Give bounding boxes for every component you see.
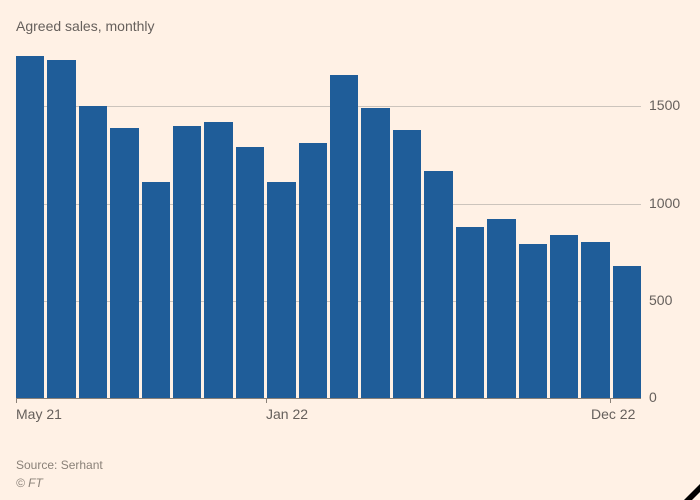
- x-tick: [16, 398, 17, 403]
- bar: [47, 60, 75, 398]
- chart-container: Agreed sales, monthly 0 500 1000 1500 May 2…: [0, 0, 700, 500]
- y-tick-label: 500: [649, 292, 672, 308]
- x-tick-label: Jan 22: [266, 406, 308, 422]
- source-text: Source: Serhant: [16, 458, 103, 472]
- bar: [519, 244, 547, 398]
- plot-area: 0 500 1000 1500 May 21 Jan 22 Dec 22: [16, 48, 684, 428]
- y-tick-label: 0: [649, 389, 657, 405]
- y-tick-label: 1500: [649, 97, 680, 113]
- bar: [142, 182, 170, 398]
- bar: [299, 143, 327, 398]
- y-tick-label: 1000: [649, 195, 680, 211]
- bar: [393, 130, 421, 398]
- copyright-text: © FT: [16, 476, 43, 490]
- bar: [361, 108, 389, 398]
- bar: [550, 235, 578, 398]
- chart-subtitle: Agreed sales, monthly: [16, 18, 155, 34]
- bar: [456, 227, 484, 398]
- bar: [487, 219, 515, 398]
- bar: [173, 126, 201, 398]
- bar: [204, 122, 232, 398]
- bar: [236, 147, 264, 398]
- bar: [330, 75, 358, 398]
- x-tick-label: Dec 22: [591, 406, 635, 422]
- bar: [581, 242, 609, 398]
- bar: [267, 182, 295, 398]
- x-tick: [610, 398, 611, 403]
- bar: [424, 171, 452, 399]
- x-tick: [266, 398, 267, 403]
- bars-group: [16, 48, 641, 398]
- bar: [110, 128, 138, 398]
- ft-corner-icon: [684, 484, 700, 500]
- x-axis-baseline: [16, 398, 641, 399]
- bar: [613, 266, 641, 398]
- bar: [79, 106, 107, 398]
- x-tick-label: May 21: [16, 406, 62, 422]
- bar: [16, 56, 44, 398]
